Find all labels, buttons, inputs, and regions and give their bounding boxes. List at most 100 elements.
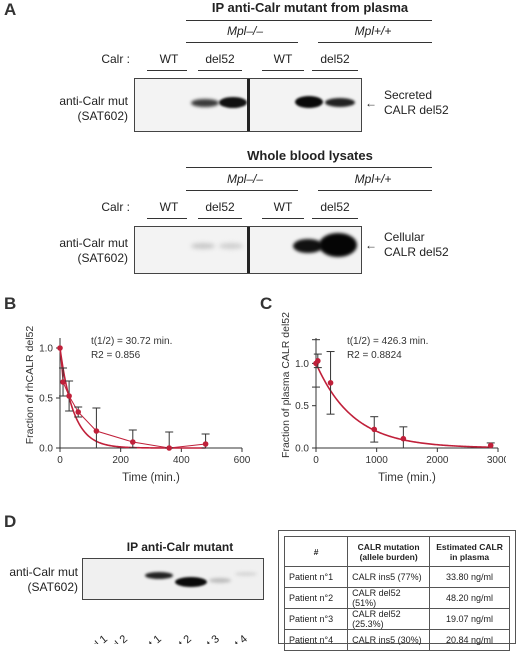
y-axis-label: Fraction of plasma CALR del52 (280, 312, 292, 458)
blot-band (145, 572, 173, 579)
top-lane-1-underline (147, 70, 187, 71)
data-point (75, 409, 81, 415)
bottom-lane-3-underline (262, 218, 304, 219)
x-axis-label: Time (min.) (122, 472, 180, 484)
top-group-left-underline (186, 42, 298, 43)
y-tick-label: 0.0 (39, 444, 53, 455)
bottom-antibody-label: anti-Calr mut (59, 236, 128, 250)
table-cell: Patient n°2 (283, 587, 349, 609)
table-row: Patient n°3 CALR del52 (25.3%) 19.07 ng/… (283, 608, 510, 630)
top-arrow-label-2: CALR del52 (384, 103, 449, 117)
half-life-annotation: t(1/2) = 426.3 min. (347, 336, 428, 347)
bottom-lane-2-underline (198, 218, 242, 219)
bottom-blot-title: Whole blood lysates (247, 148, 373, 163)
d-antibody-clone: (SAT602) (27, 580, 78, 594)
x-tick-label: 400 (173, 455, 190, 466)
table-header: Estimated CALR in plasma (429, 536, 510, 567)
bottom-calr-label: Calr : (101, 200, 130, 214)
data-point (315, 358, 321, 364)
bottom-lane-1: WT (159, 200, 179, 214)
data-point (166, 445, 172, 451)
x-tick-label: 200 (112, 455, 129, 466)
table-cell: CALR del52 (25.3%) (347, 608, 431, 630)
y-tick-label: 1.0 (295, 359, 309, 370)
bottom-group-right-underline (318, 190, 432, 191)
table-cell: 20.84 ng/ml (429, 629, 510, 651)
bottom-arrow-label-2: CALR del52 (384, 245, 449, 259)
panel-d-letter: D (4, 512, 17, 531)
table-cell: 19.07 ng/ml (429, 608, 510, 630)
table-cell: Patient n°1 (283, 566, 349, 588)
data-point (202, 441, 209, 447)
bottom-western-blot (134, 226, 362, 274)
half-life-annotation: t(1/2) = 30.72 min. (91, 336, 172, 347)
blot-divider (247, 79, 250, 131)
table-row: Patient n°1 CALR ins5 (77%) 33.80 ng/ml (283, 566, 510, 588)
table-row: Patient n°4 CALR ins5 (30%) 20.84 ng/ml (283, 629, 510, 651)
blot-band (235, 572, 257, 576)
blot-band (175, 577, 207, 587)
data-point (66, 393, 72, 399)
top-lane-1: WT (159, 52, 179, 66)
data-point (57, 345, 63, 351)
table-header: # (283, 536, 349, 567)
top-calr-label: Calr : (101, 52, 130, 66)
blot-band (295, 96, 323, 108)
bottom-group-right-label: Mpl+/+ (354, 172, 392, 186)
top-blot-title: IP anti-Calr mutant from plasma (211, 0, 409, 15)
bottom-lane-2: del52 (205, 200, 235, 214)
top-lane-4-underline (312, 70, 358, 71)
blot-divider (247, 227, 250, 273)
table-cell: CALR del52 (51%) (347, 587, 431, 609)
panel-a-letter: A (4, 0, 17, 19)
top-lane-2-underline (198, 70, 242, 71)
blot-band (325, 98, 355, 107)
y-tick-label: 0.5 (295, 401, 309, 412)
data-point (327, 380, 334, 386)
top-arrow-icon: ← (365, 96, 377, 110)
table-cell: 48.20 ng/ml (429, 587, 510, 609)
data-point (130, 439, 136, 445)
x-tick-label: 1000 (366, 455, 389, 466)
table-cell: CALR ins5 (77%) (347, 566, 431, 588)
bottom-lane-4-underline (312, 218, 358, 219)
d-lane-labels: Ctrl 1 Ctrl 2 Patient 1 Patient 2 Patien… (82, 633, 250, 644)
data-point (93, 428, 100, 434)
panel-b-letter: B (4, 294, 17, 313)
data-point (400, 435, 407, 442)
data-point (487, 442, 494, 449)
d-lane-label: Ctrl 1 (82, 633, 110, 644)
top-lane-3: WT (273, 52, 293, 66)
x-tick-label: 2000 (426, 455, 449, 466)
y-tick-label: 1.0 (39, 344, 53, 355)
blot-band (219, 243, 243, 249)
bottom-title-underline (186, 167, 432, 168)
y-axis-label: Fraction of rhCALR del52 (24, 326, 36, 445)
blot-band (191, 99, 219, 107)
top-lane-3-underline (262, 70, 304, 71)
bottom-group-left-underline (186, 190, 298, 191)
blot-band (191, 243, 215, 249)
x-tick-label: 0 (57, 455, 63, 466)
bottom-arrow-icon: ← (365, 238, 377, 252)
top-antibody-clone: (SAT602) (77, 109, 128, 123)
d-antibody-label: anti-Calr mut (9, 565, 78, 579)
d-blot-title: IP anti-Calr mutant (126, 540, 234, 554)
table-cell: 33.80 ng/ml (429, 566, 510, 588)
top-western-blot (134, 78, 362, 132)
bottom-group-left-label: Mpl–/– (226, 172, 264, 186)
top-title-underline (186, 20, 432, 21)
y-tick-label: 0.0 (295, 444, 309, 455)
top-lane-4: del52 (320, 52, 350, 66)
table-cell: Patient n°3 (283, 608, 349, 630)
top-group-right-label: Mpl+/+ (354, 24, 392, 38)
bottom-arrow-label-1: Cellular (384, 230, 425, 244)
bottom-lane-3: WT (273, 200, 293, 214)
table-header: CALR mutation (allele burden) (347, 536, 431, 567)
top-group-right-underline (318, 42, 432, 43)
data-point (371, 426, 378, 433)
bottom-antibody-clone: (SAT602) (77, 251, 128, 265)
panel-c-letter: C (260, 294, 273, 313)
